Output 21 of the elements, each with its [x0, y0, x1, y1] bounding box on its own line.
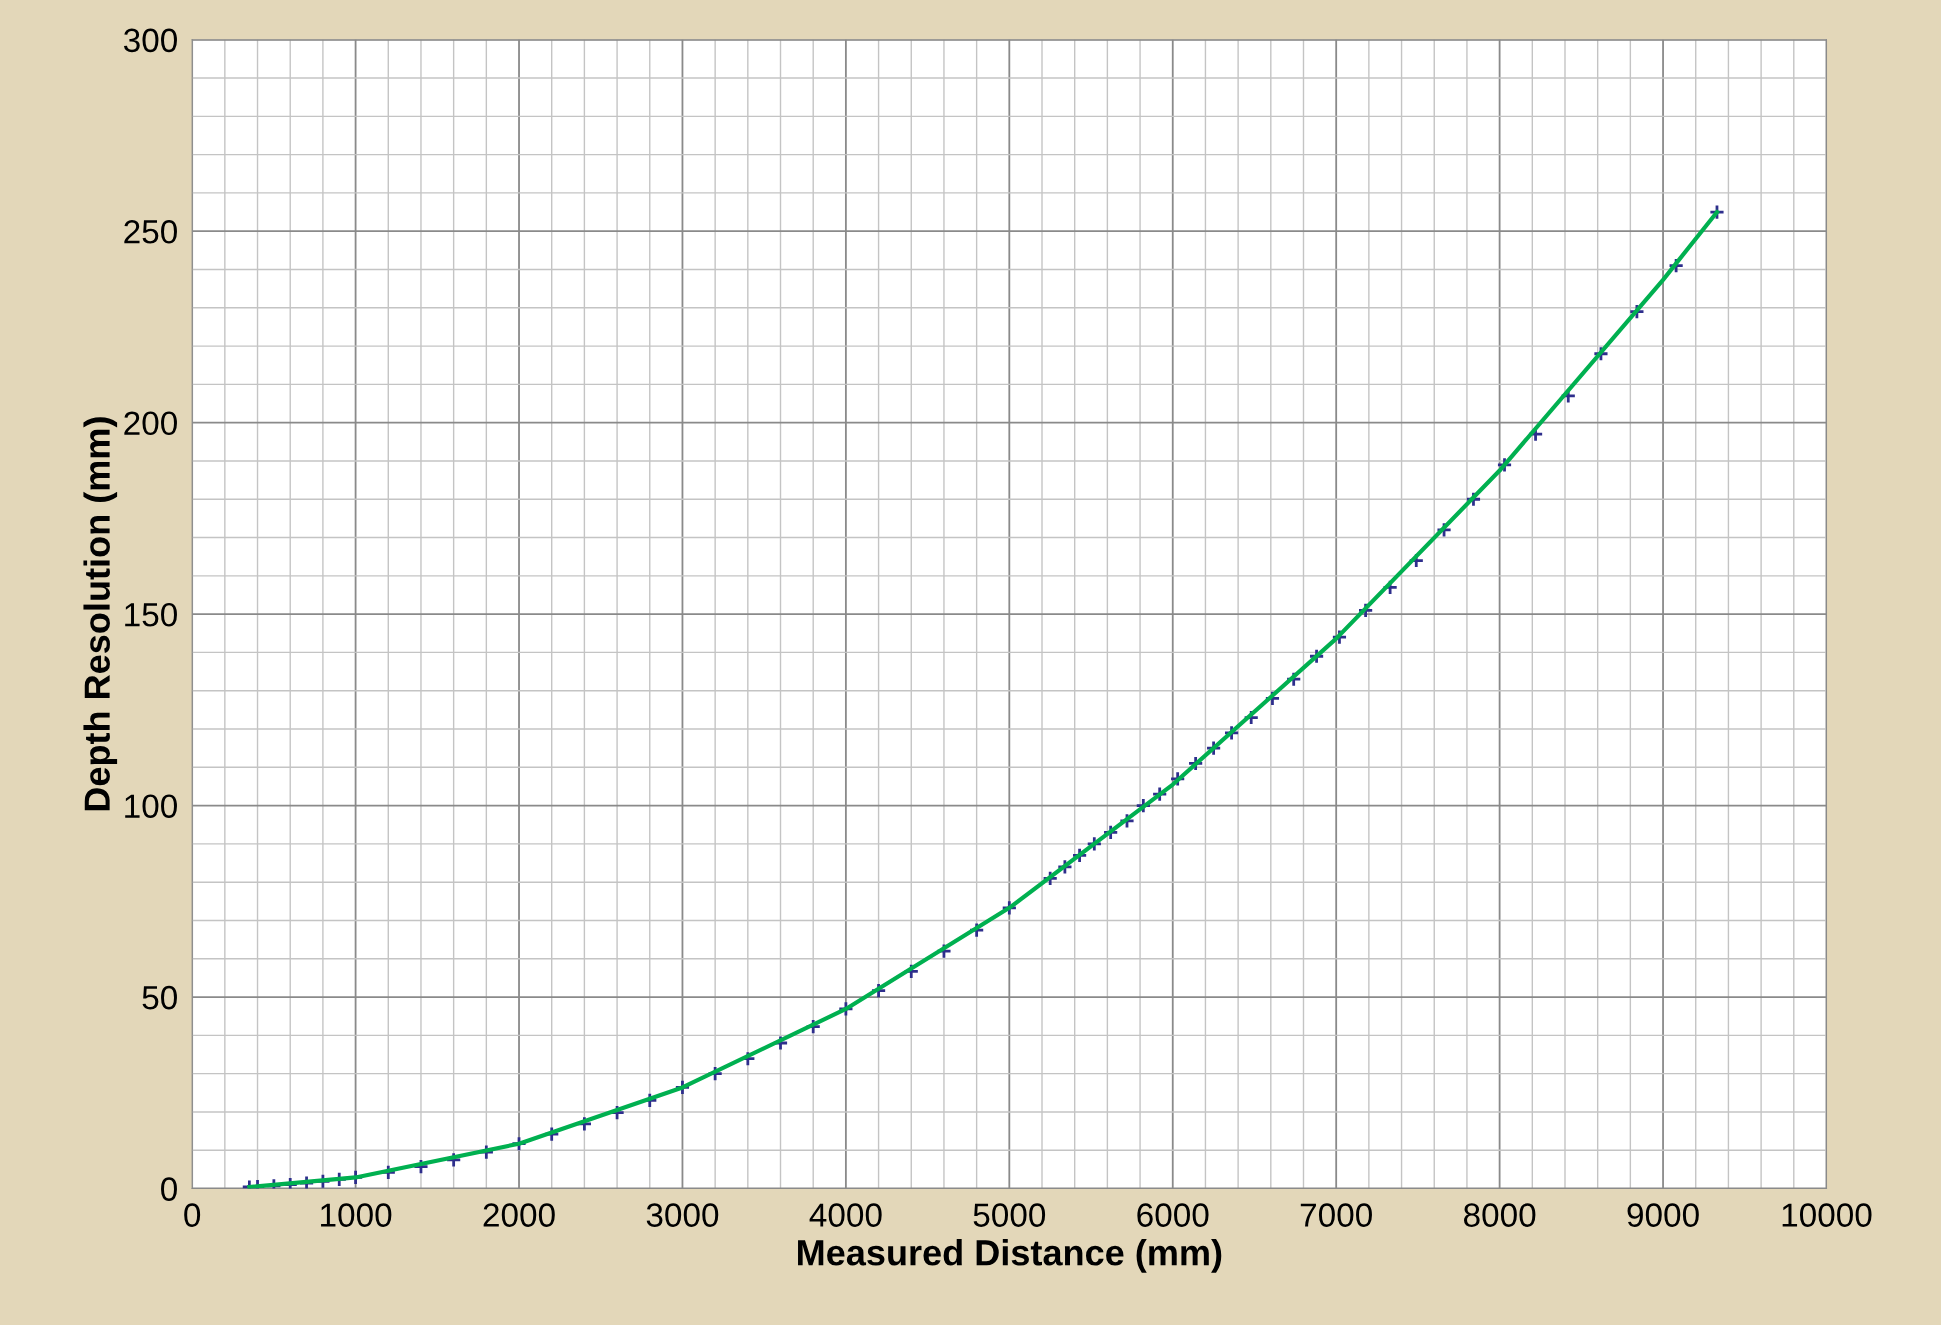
x-tick-label: 10000 [1782, 1203, 1872, 1227]
x-tick-label: 1000 [321, 1203, 392, 1227]
y-tick-label: 200 [124, 411, 177, 436]
x-tick-label: 3000 [646, 1203, 719, 1227]
x-tick-label: 7000 [1300, 1203, 1372, 1227]
y-tick-label: 0 [161, 1177, 177, 1201]
x-tick-label: 5000 [973, 1203, 1046, 1227]
line-series [247, 209, 1720, 1189]
x-tick-label: 2000 [483, 1203, 555, 1227]
x-tick-label: 4000 [809, 1203, 882, 1227]
x-tick-label: 6000 [1137, 1203, 1209, 1227]
y-tick-label: 100 [125, 794, 177, 819]
y-tick-label: 250 [124, 220, 177, 244]
y-tick-label: 50 [142, 985, 177, 1010]
y-tick-label: 300 [123, 28, 177, 53]
x-axis-title: Measured Distance (mm) [798, 1239, 1222, 1273]
x-tick-label: 0 [184, 1203, 201, 1227]
x-tick-label: 8000 [1463, 1203, 1536, 1227]
y-tick-label: 150 [125, 602, 177, 627]
x-tick-label: 9000 [1627, 1203, 1699, 1227]
y-axis-title: Depth Resolution (mm) [83, 417, 118, 811]
